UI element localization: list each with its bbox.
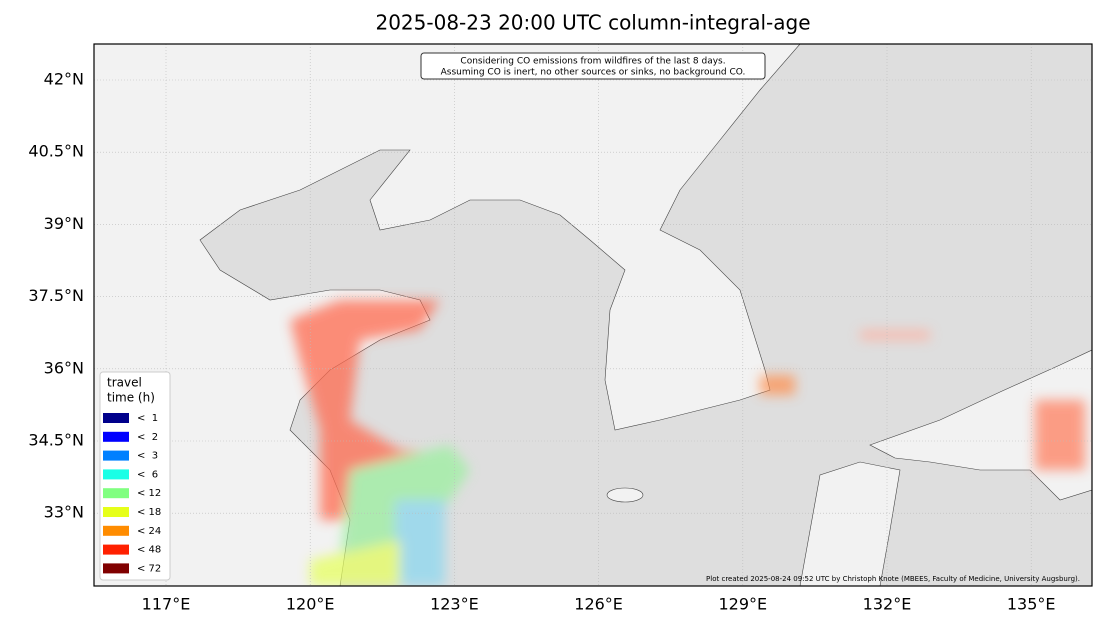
- legend-swatch: [103, 469, 129, 480]
- lon-label: 120°E: [286, 595, 335, 614]
- lon-label: 129°E: [718, 595, 767, 614]
- legend-label: < 72: [137, 563, 161, 574]
- legend-swatch: [103, 544, 129, 555]
- legend-swatch: [103, 450, 129, 461]
- lat-label: 36°N: [44, 358, 84, 377]
- legend-label: < 48: [137, 545, 161, 556]
- lon-label: 135°E: [1007, 595, 1056, 614]
- map-area: [94, 44, 1092, 586]
- legend-swatch: [103, 413, 129, 423]
- title: 2025-08-23 20:00 UTC column-integral-age: [375, 11, 810, 35]
- note-line: Assuming CO is inert, no other sources o…: [441, 68, 746, 78]
- legend: < 1 < 2 < 3 < 6 < 12 < 18 < 24 < 48 < 72: [103, 413, 161, 574]
- frame: [93, 43, 1093, 587]
- lon-label: 126°E: [574, 595, 623, 614]
- kyushu: [799, 461, 901, 586]
- legend-swatch: [103, 563, 129, 574]
- legend-label: < 2: [137, 432, 158, 443]
- lon-label: 117°E: [142, 595, 191, 614]
- legend-swatch: [103, 431, 129, 442]
- legend-label: < 3: [137, 451, 158, 462]
- legend-swatch: [103, 507, 129, 517]
- lat-label: 33°N: [44, 503, 84, 522]
- legend-label: < 18: [137, 507, 161, 518]
- lat-label: 34.5°N: [28, 431, 84, 450]
- plume: [290, 300, 1085, 586]
- lon-label: 123°E: [430, 595, 479, 614]
- legend-label: < 12: [137, 488, 161, 499]
- legend-title: time (h): [107, 391, 155, 405]
- lon-label: 132°E: [863, 595, 912, 614]
- legend-label: < 6: [137, 469, 158, 480]
- lat-label: 37.5°N: [28, 286, 84, 305]
- legend-swatch: [103, 525, 129, 536]
- graticule: [94, 44, 1092, 586]
- lat-label: 39°N: [44, 214, 84, 233]
- legend-label: < 24: [137, 526, 161, 537]
- note-box: [420, 52, 766, 80]
- note-line: Considering CO emissions from wildfires …: [460, 57, 725, 67]
- lat-label: 42°N: [44, 70, 84, 89]
- legend-swatch: [103, 488, 129, 499]
- credit: Plot created 2025-08-24 09:52 UTC by Chr…: [706, 575, 1080, 583]
- lat-label: 40.5°N: [28, 142, 84, 161]
- legend-title: travel: [107, 376, 142, 390]
- jeju: [606, 487, 644, 503]
- legend-label: < 1: [137, 413, 158, 424]
